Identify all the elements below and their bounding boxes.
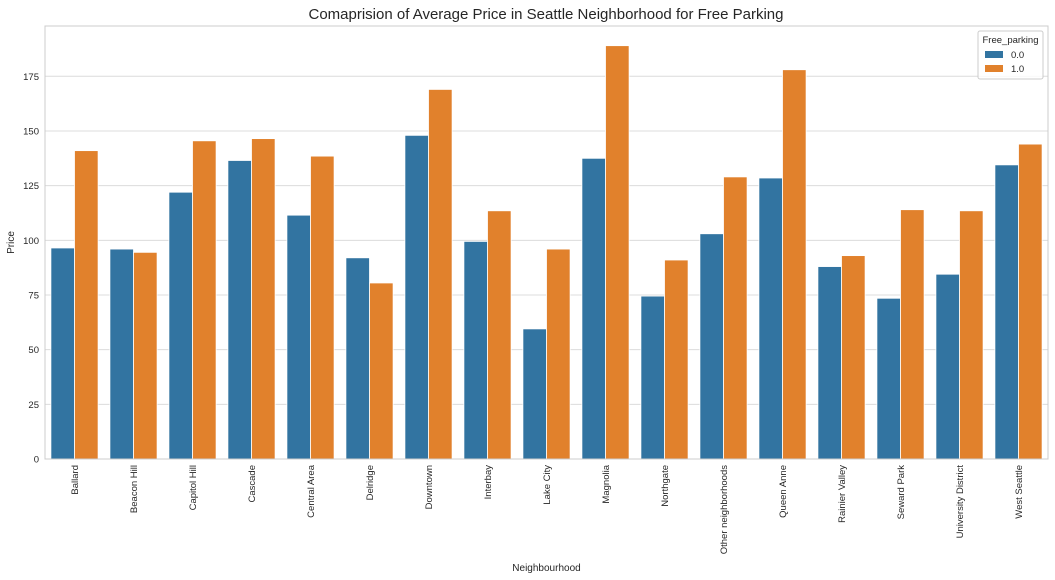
legend-title: Free_parking bbox=[983, 35, 1039, 46]
bar bbox=[935, 273, 960, 460]
y-tick-label: 125 bbox=[23, 181, 39, 192]
y-tick-label: 75 bbox=[28, 290, 39, 301]
chart-title: Comaprision of Average Price in Seattle … bbox=[309, 6, 784, 23]
bar bbox=[227, 160, 252, 460]
plot-frame bbox=[44, 25, 1049, 460]
bar bbox=[994, 164, 1019, 460]
bar bbox=[758, 177, 783, 460]
bar bbox=[369, 282, 394, 460]
x-tick-label: Northgate bbox=[660, 465, 671, 507]
y-tick-label: 0 bbox=[34, 455, 39, 466]
bar bbox=[168, 191, 193, 460]
bar bbox=[345, 257, 370, 460]
x-tick-label: Queen Anne bbox=[778, 465, 789, 518]
bar bbox=[487, 210, 512, 460]
bar bbox=[723, 176, 748, 460]
bar bbox=[664, 259, 689, 460]
y-tick-label: 100 bbox=[23, 236, 39, 247]
y-tick-labels: 0 25 50 75 100 125 150 175 bbox=[23, 72, 39, 466]
bar bbox=[404, 134, 429, 460]
x-tick-label: Lake City bbox=[542, 465, 553, 505]
bar bbox=[699, 233, 724, 460]
x-tick-label: Interbay bbox=[483, 465, 494, 500]
bar bbox=[605, 45, 630, 460]
bar bbox=[310, 155, 335, 460]
bar bbox=[546, 248, 571, 460]
bar bbox=[841, 255, 866, 460]
bar bbox=[251, 138, 276, 460]
y-tick-label: 25 bbox=[28, 400, 39, 411]
x-tick-label: Central Area bbox=[306, 464, 317, 518]
bar bbox=[900, 209, 925, 460]
legend-label: 0.0 bbox=[1011, 50, 1024, 61]
bar bbox=[74, 150, 99, 460]
x-tick-label: Beacon Hill bbox=[129, 465, 140, 513]
bar bbox=[876, 297, 901, 460]
bar bbox=[463, 241, 488, 460]
x-tick-label: West Seattle bbox=[1014, 465, 1025, 519]
bar bbox=[50, 247, 75, 460]
bar bbox=[1018, 143, 1043, 460]
legend-swatch bbox=[985, 51, 1003, 58]
x-tick-labels: Ballard Beacon Hill Capitol Hill Cascade Cen… bbox=[70, 464, 1025, 554]
legend-items: 0.01.0 bbox=[985, 50, 1024, 75]
bar bbox=[959, 210, 984, 460]
legend-label: 1.0 bbox=[1011, 64, 1024, 75]
x-tick-label: Cascade bbox=[247, 465, 258, 503]
bar bbox=[522, 328, 547, 460]
bar bbox=[817, 266, 842, 460]
x-tick-label: University District bbox=[955, 465, 966, 539]
bar bbox=[640, 295, 665, 460]
x-tick-label: Delridge bbox=[365, 465, 376, 500]
bar bbox=[428, 89, 453, 460]
x-tick-label: Rainier Valley bbox=[837, 465, 848, 523]
x-tick-label: Downtown bbox=[424, 465, 435, 509]
x-tick-label: Ballard bbox=[70, 465, 81, 495]
legend: Free_parking 0.01.0 bbox=[977, 30, 1044, 80]
bar bbox=[581, 157, 606, 460]
x-tick-label: Other neighborhoods bbox=[719, 465, 730, 555]
bar bbox=[192, 140, 217, 460]
y-tick-label: 50 bbox=[28, 345, 39, 356]
bar bbox=[782, 69, 807, 460]
y-tick-label: 175 bbox=[23, 72, 39, 83]
bar bbox=[109, 248, 134, 460]
bar bbox=[286, 214, 311, 460]
y-axis-label: Price bbox=[6, 231, 17, 254]
legend-swatch bbox=[985, 65, 1003, 72]
x-axis-label: Neighbourhood bbox=[512, 563, 580, 574]
y-tick-label: 150 bbox=[23, 126, 39, 137]
x-tick-label: Capitol Hill bbox=[188, 465, 199, 510]
x-tick-label: Magnolia bbox=[601, 464, 612, 503]
bar bbox=[133, 251, 158, 460]
bars bbox=[50, 45, 1043, 460]
x-tick-label: Seward Park bbox=[896, 465, 907, 520]
